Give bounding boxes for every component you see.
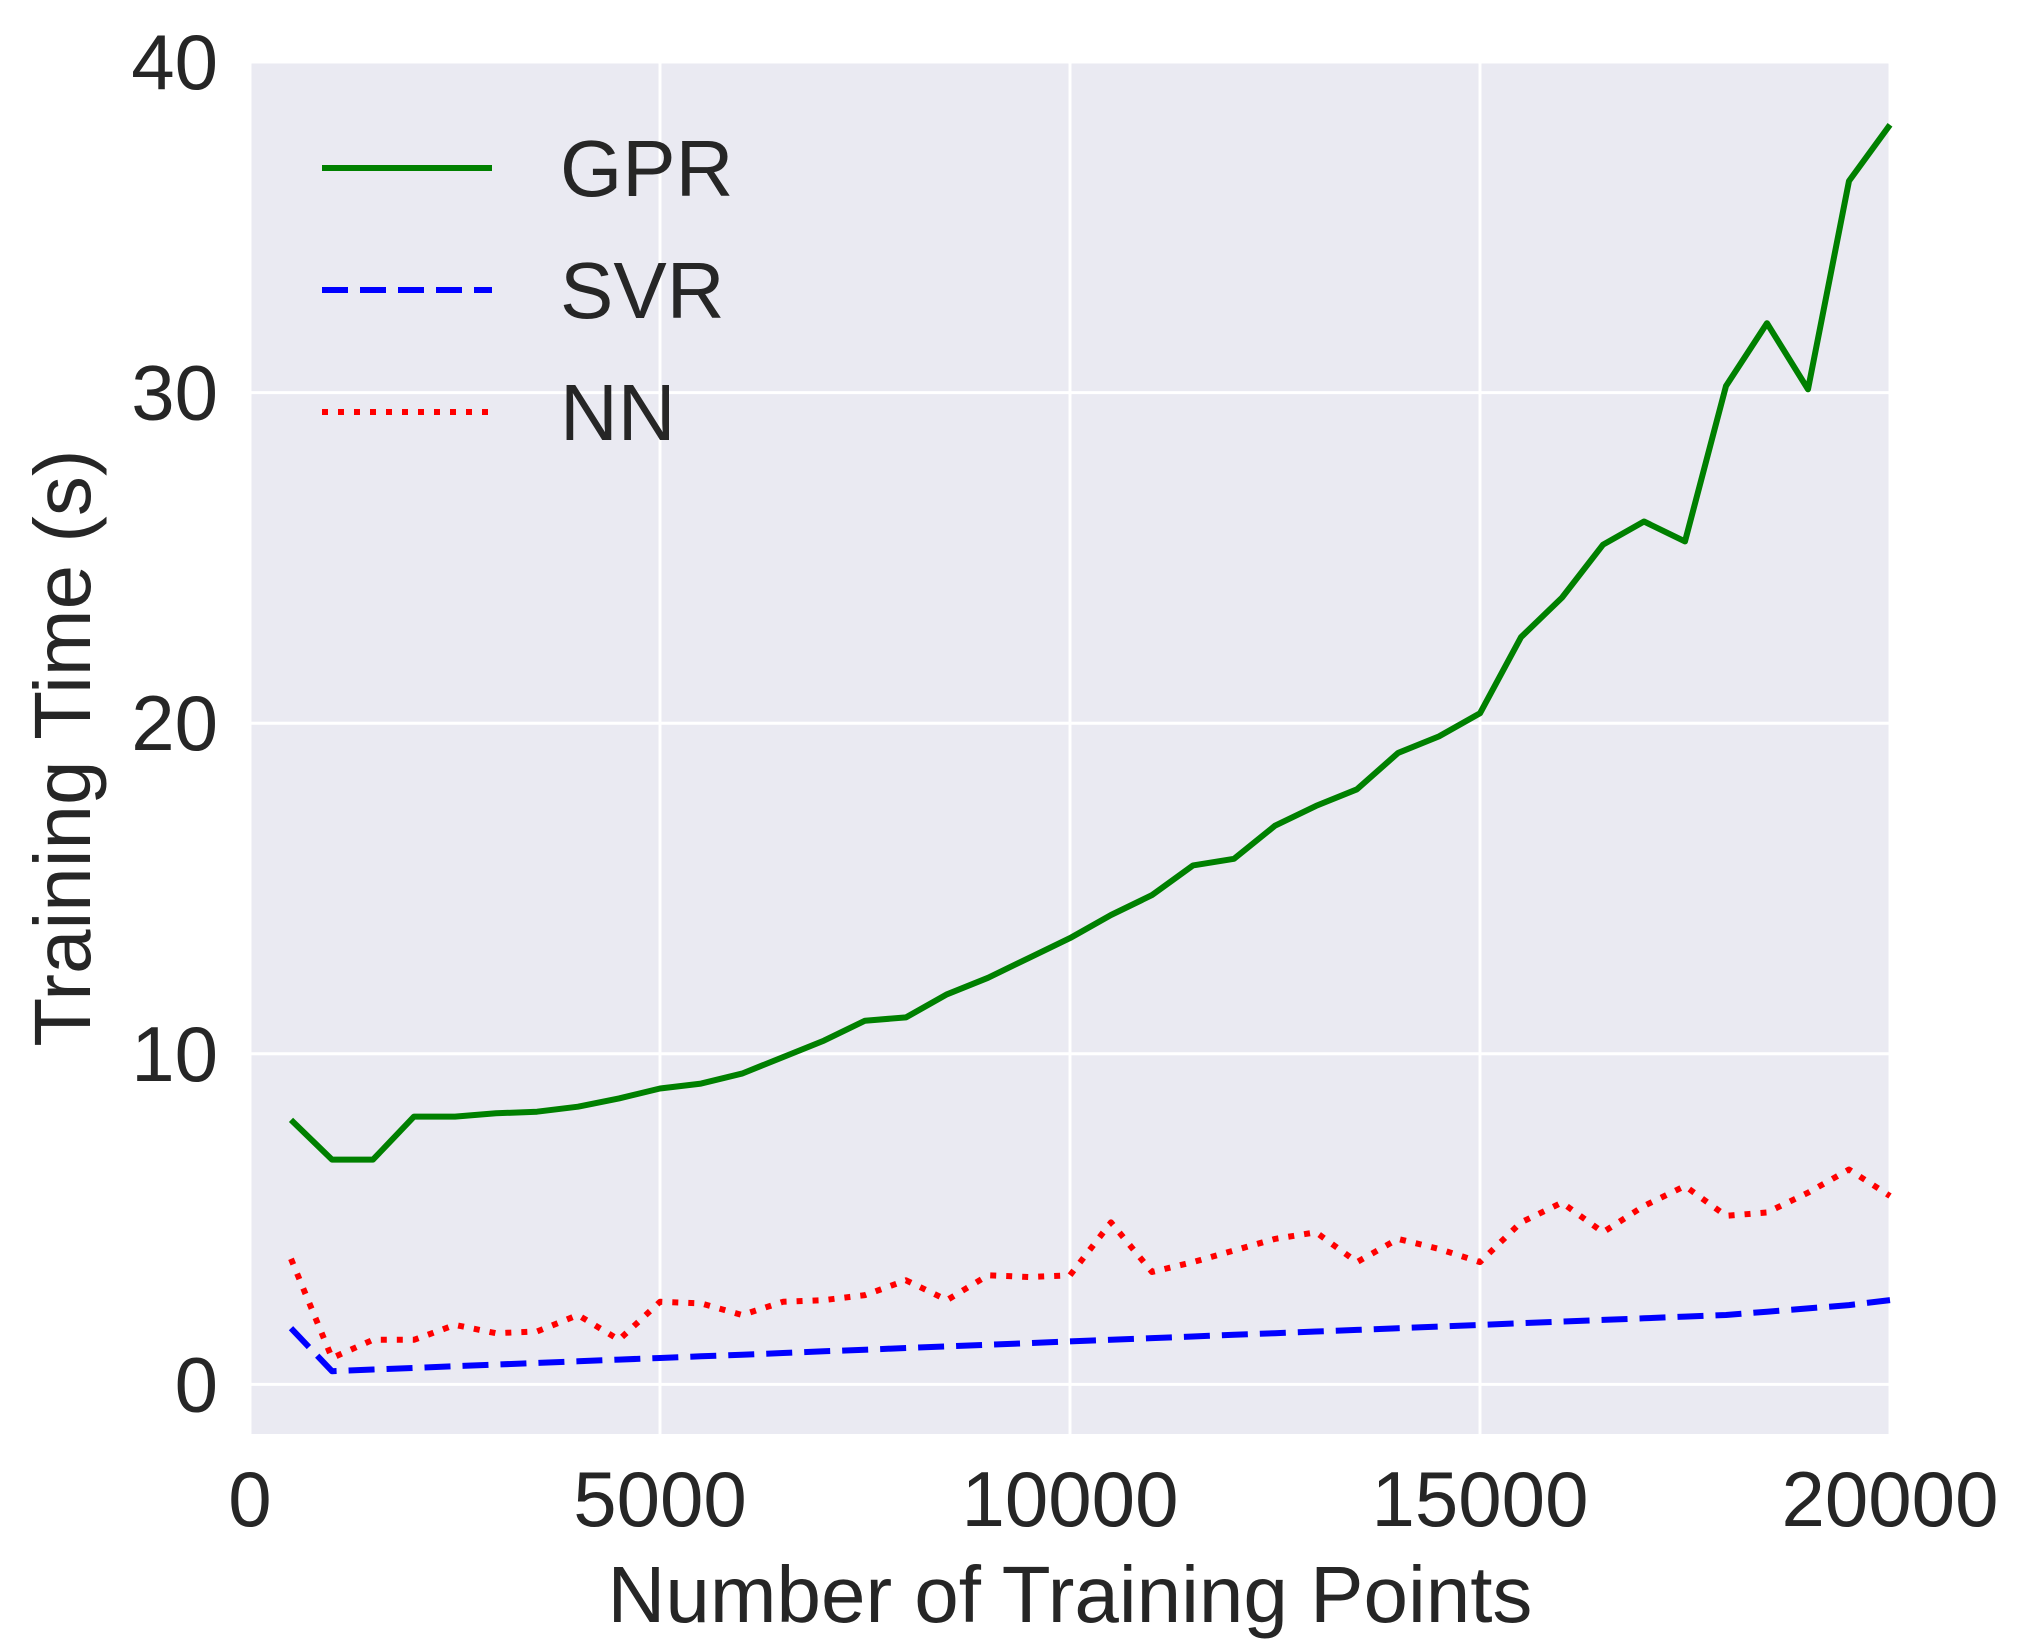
series-lines [288,123,1893,1375]
legend-label-gpr: GPR [560,124,733,213]
y-tick-label: 30 [131,349,218,437]
gridlines [248,60,1892,1434]
y-tick-label: 10 [131,1010,218,1098]
tick-labels: 0 5000 10000 15000 20000 0 10 20 30 40 [131,18,1998,1543]
y-tick-label: 40 [131,18,218,106]
legend-label-svr: SVR [560,246,725,335]
legend: GPR SVR NN [322,124,733,457]
y-tick-label: 20 [131,679,218,767]
legend-label-nn: NN [560,368,676,457]
x-tick-label: 15000 [1372,1455,1589,1543]
x-tick-label: 0 [228,1455,271,1543]
x-tick-label: 10000 [962,1455,1179,1543]
x-axis-label: Number of Training Points [608,1550,1533,1639]
y-tick-label: 0 [175,1340,218,1428]
series-line-nn [288,1166,1892,1361]
x-tick-label: 20000 [1782,1455,1999,1543]
x-tick-label: 5000 [573,1455,747,1543]
y-axis-label: Training Time (s) [18,449,107,1046]
series-line-svr [288,1297,1891,1375]
series-line-gpr [288,123,1893,1163]
